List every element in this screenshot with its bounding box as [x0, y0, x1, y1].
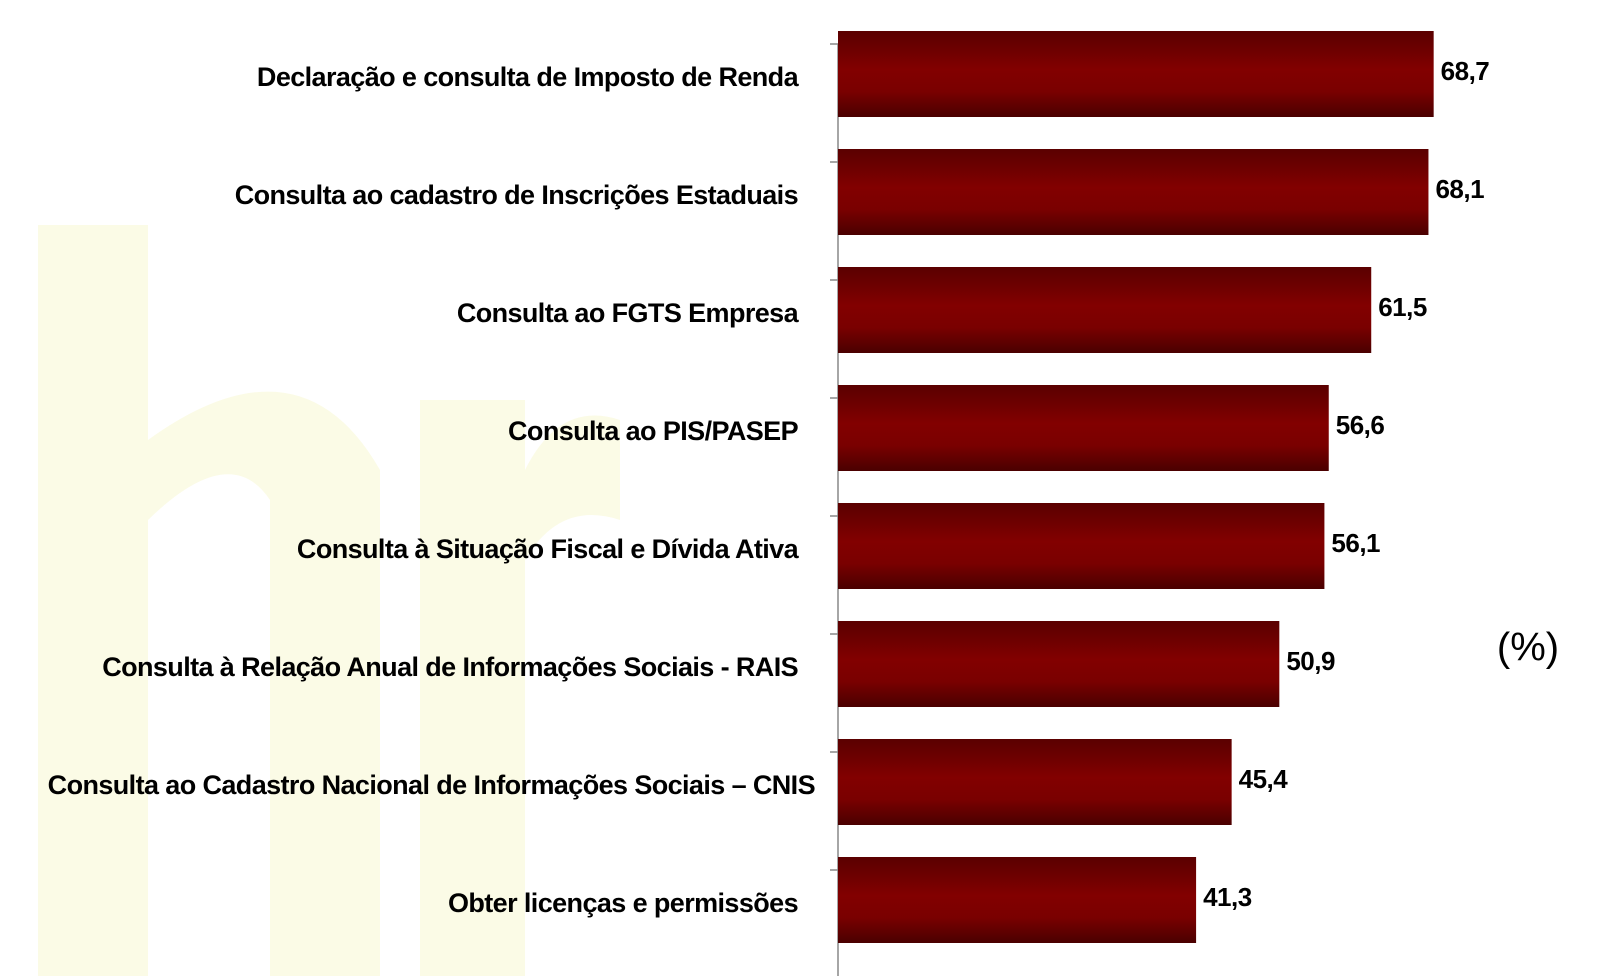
- category-label: Consulta ao Cadastro Nacional de Informa…: [47, 770, 816, 800]
- bar: [838, 739, 1232, 825]
- category-label: Obter licenças e permissões: [448, 888, 799, 918]
- bar: [838, 31, 1434, 117]
- bar: [838, 621, 1280, 707]
- bar: [838, 857, 1197, 943]
- value-label: 50,9: [1286, 646, 1335, 676]
- category-label: Consulta ao PIS/PASEP: [508, 416, 799, 446]
- category-label: Consulta ao FGTS Empresa: [456, 298, 799, 328]
- value-label: 61,5: [1378, 292, 1427, 322]
- value-label: 56,6: [1336, 410, 1385, 440]
- category-label: Consulta ao cadastro de Inscrições Estad…: [234, 180, 799, 210]
- category-label: Declaração e consulta de Imposto de Rend…: [256, 62, 799, 92]
- category-label: Consulta à Relação Anual de Informações …: [102, 652, 798, 682]
- bar: [838, 503, 1325, 589]
- background-logo: [38, 225, 620, 976]
- bar: [838, 267, 1372, 353]
- value-label: 45,4: [1239, 764, 1289, 794]
- value-label: 41,3: [1203, 882, 1252, 912]
- category-label: Consulta à Situação Fiscal e Dívida Ativ…: [296, 534, 799, 564]
- unit-label: (%): [1497, 626, 1559, 670]
- value-label: 68,1: [1435, 174, 1484, 204]
- value-label: 68,7: [1441, 56, 1490, 86]
- bar: [838, 385, 1329, 471]
- value-label: 56,1: [1331, 528, 1380, 558]
- bar: [838, 149, 1429, 235]
